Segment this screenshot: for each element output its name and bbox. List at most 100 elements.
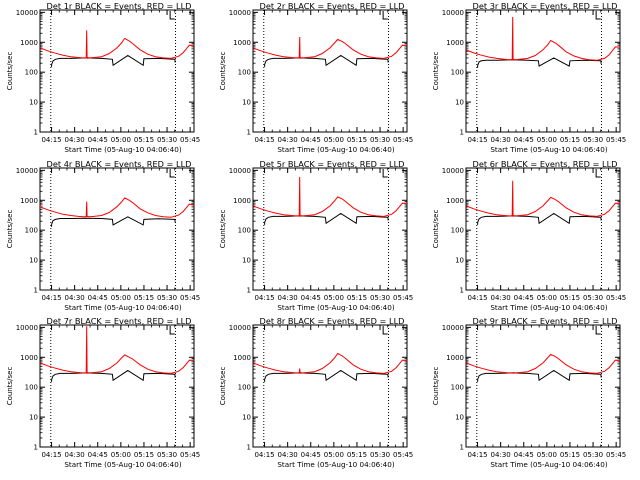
panel-title: Det 3r BLACK = Events, RED = LLD [473, 1, 618, 11]
x-tick-label: 05:45 [393, 294, 413, 302]
x-tick-label: 05:30 [370, 294, 390, 302]
y-axis-label: Counts/sec [6, 367, 14, 406]
plot-frame [252, 9, 408, 133]
lld-series-line [252, 176, 408, 217]
y-tick-label: 100 [451, 384, 464, 392]
x-tick-label: 05:45 [393, 136, 413, 144]
x-tick-label: 04:30 [65, 136, 85, 144]
events-series-line [264, 369, 389, 382]
lld-series-line [39, 326, 195, 374]
y-tick-label: 1000 [446, 354, 464, 362]
x-tick-label: 05:30 [157, 136, 177, 144]
panel-title: Det 5r BLACK = Events, RED = LLD [260, 159, 405, 169]
events-series-line [51, 54, 176, 67]
y-tick-label: 100 [25, 384, 38, 392]
x-tick-label: 05:15 [347, 451, 367, 459]
y-tick-label: 1 [34, 444, 38, 452]
x-tick-label: 05:30 [157, 294, 177, 302]
x-tick-label: 05:00 [537, 451, 557, 459]
lld-series-line [252, 36, 408, 59]
x-axis-label: Start Time (05-Aug-10 04:06:40) [277, 460, 394, 469]
panel-title: Det 1r BLACK = Events, RED = LLD [47, 1, 192, 11]
x-tick-label: 04:15 [41, 294, 61, 302]
y-tick-label: 1 [34, 129, 38, 137]
y-tick-label: 1 [460, 287, 464, 295]
y-axis-label: Counts/sec [6, 210, 14, 249]
y-axis-label: Counts/sec [432, 210, 440, 249]
plot-frame [39, 167, 195, 291]
x-tick-label: 04:45 [88, 451, 108, 459]
y-tick-label: 10000 [229, 324, 251, 332]
y-axis-label: Counts/sec [219, 210, 227, 249]
x-tick-label: 05:15 [134, 294, 154, 302]
panel-title: Det 9r BLACK = Events, RED = LLD [473, 316, 618, 326]
plot-frame [465, 324, 621, 448]
x-tick-label: 04:45 [88, 294, 108, 302]
panel-title: Det 6r BLACK = Events, RED = LLD [473, 159, 618, 169]
x-tick-label: 05:15 [347, 136, 367, 144]
x-tick-label: 05:00 [111, 294, 131, 302]
x-tick-label: 05:00 [111, 451, 131, 459]
detector-panel-9: Det 9r BLACK = Events, RED = LLD 1 10 100 10… [432, 316, 626, 469]
panel-title: Det 4r BLACK = Events, RED = LLD [47, 159, 192, 169]
corner-bracket-icon [169, 11, 175, 20]
x-tick-label: 04:30 [278, 451, 298, 459]
corner-bracket-icon [595, 11, 601, 20]
y-tick-label: 10 [455, 99, 464, 107]
detector-panel-3: Det 3r BLACK = Events, RED = LLD 1 10 100 10… [432, 1, 626, 154]
events-series-line [51, 369, 176, 382]
events-series-line [477, 369, 602, 382]
lld-series-line [465, 16, 621, 61]
panel-title: Det 8r BLACK = Events, RED = LLD [260, 316, 405, 326]
x-tick-label: 04:15 [467, 294, 487, 302]
x-tick-label: 05:45 [606, 451, 626, 459]
x-tick-label: 05:30 [370, 136, 390, 144]
y-tick-label: 1000 [233, 354, 251, 362]
x-tick-label: 04:15 [467, 136, 487, 144]
y-tick-label: 10000 [16, 167, 38, 175]
x-tick-label: 05:00 [324, 294, 344, 302]
x-axis-label: Start Time (05-Aug-10 04:06:40) [490, 460, 607, 469]
y-tick-label: 1000 [446, 197, 464, 205]
x-tick-label: 05:45 [606, 136, 626, 144]
x-tick-label: 05:15 [134, 136, 154, 144]
events-series-line [477, 212, 602, 225]
x-tick-label: 05:45 [180, 451, 200, 459]
x-axis-label: Start Time (05-Aug-10 04:06:40) [64, 303, 181, 312]
panel-title: Det 7r BLACK = Events, RED = LLD [47, 316, 192, 326]
y-tick-label: 10 [242, 414, 251, 422]
x-tick-label: 04:30 [65, 451, 85, 459]
plot-frame [39, 9, 195, 133]
x-tick-label: 05:00 [537, 294, 557, 302]
lld-series-line [39, 197, 195, 218]
y-tick-label: 10 [242, 257, 251, 265]
x-tick-label: 05:30 [157, 451, 177, 459]
x-tick-label: 05:00 [324, 136, 344, 144]
y-axis-label: Counts/sec [219, 52, 227, 91]
corner-bracket-icon [382, 326, 388, 335]
corner-bracket-icon [169, 326, 175, 335]
y-tick-label: 10 [455, 257, 464, 265]
x-tick-label: 05:00 [324, 451, 344, 459]
x-tick-label: 04:45 [88, 136, 108, 144]
detector-panel-2: Det 2r BLACK = Events, RED = LLD 1 10 100 10… [219, 1, 413, 154]
x-tick-label: 05:15 [560, 294, 580, 302]
y-tick-label: 10000 [442, 324, 464, 332]
y-axis-label: Counts/sec [432, 52, 440, 91]
x-tick-label: 04:15 [254, 451, 274, 459]
x-tick-label: 04:45 [301, 451, 321, 459]
x-tick-label: 05:30 [370, 451, 390, 459]
x-tick-label: 04:30 [278, 294, 298, 302]
x-axis-label: Start Time (05-Aug-10 04:06:40) [490, 303, 607, 312]
y-axis-label: Counts/sec [219, 367, 227, 406]
x-tick-label: 04:30 [491, 136, 511, 144]
x-tick-label: 04:30 [278, 136, 298, 144]
plot-frame [252, 324, 408, 448]
x-axis-label: Start Time (05-Aug-10 04:06:40) [64, 460, 181, 469]
detector-panel-4: Det 4r BLACK = Events, RED = LLD 1 10 100 10… [6, 159, 200, 312]
detector-panel-7: Det 7r BLACK = Events, RED = LLD 1 10 100 10… [6, 316, 200, 469]
x-tick-label: 05:30 [583, 136, 603, 144]
y-tick-label: 1000 [233, 39, 251, 47]
y-tick-label: 10000 [229, 167, 251, 175]
